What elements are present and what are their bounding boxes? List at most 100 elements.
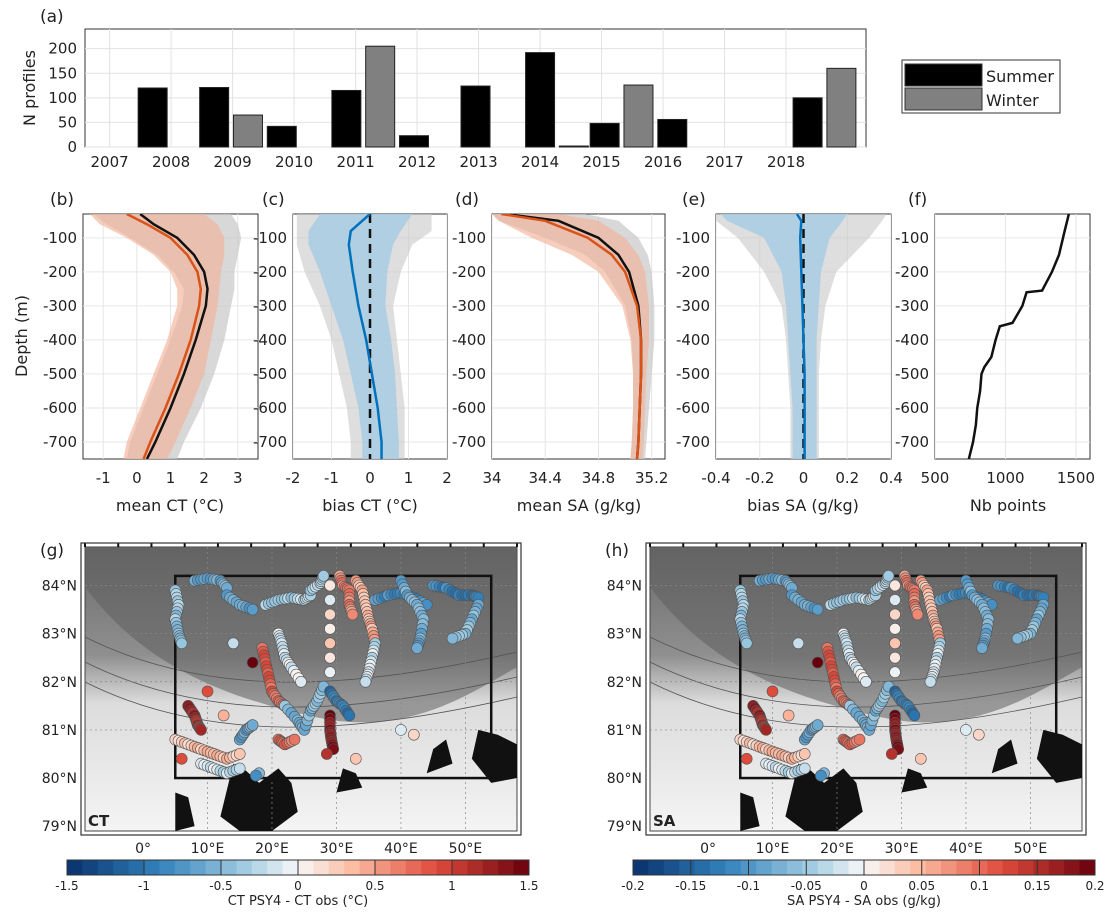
bar-winter-2015 (623, 84, 654, 148)
colorbar-cell (910, 860, 927, 875)
panel-a: (a) 0 50 100 150 200 2007 2008 2009 2010 2011 201… (20, 7, 1061, 171)
xtick-label: 35.2 (635, 469, 668, 487)
profile-point (811, 603, 824, 616)
bias-mean-line (347, 214, 383, 459)
ytick-label: 200 (48, 40, 77, 58)
bathymetry-contour (649, 681, 1083, 728)
colorbar-cell (159, 860, 176, 875)
ytick-label: -300 (253, 297, 287, 315)
colorbar-tick-label: 1 (448, 879, 456, 893)
colorbar-cell (421, 860, 438, 875)
profile-point (350, 752, 362, 765)
xtick-label: 1500 (1057, 469, 1095, 487)
panel-a-tag: (a) (40, 7, 64, 27)
lat-tick-label: 81°N (607, 723, 642, 739)
profile-point (889, 651, 901, 664)
bar-summer-2011 (399, 135, 430, 148)
profile-point (395, 724, 407, 736)
colorbar-cell (298, 860, 314, 875)
profile-point (811, 656, 824, 669)
colorbar-cell (190, 860, 207, 875)
profile-point (227, 637, 240, 650)
xtick-label: -0.2 (745, 469, 774, 487)
lat-tick-label: 83°N (607, 627, 642, 643)
lat-tick-label: 79°N (607, 819, 642, 835)
colorbar-cell (710, 860, 726, 875)
ytick-label: -700 (895, 433, 929, 451)
lon-tick-label: 0° (135, 841, 151, 857)
profile-point (324, 623, 336, 635)
xtick-label: 2010 (275, 153, 313, 171)
ytick-label: -700 (43, 433, 77, 451)
lat-tick-label: 81°N (42, 723, 77, 739)
study-area-box (739, 574, 1058, 780)
profile-point (175, 752, 188, 765)
ytick-label: -400 (253, 331, 287, 349)
profile-point (233, 748, 246, 760)
xtick-label: 500 (921, 469, 950, 487)
obs-mean-line (139, 214, 209, 459)
lon-tick-label: 10°E (191, 841, 225, 857)
panel-a-legend: Summer Winter (901, 59, 1061, 114)
xtick-label: 1 (404, 469, 414, 487)
land-mass (336, 768, 363, 793)
xtick-label: 2014 (521, 153, 559, 171)
xtick-label: 2 (199, 469, 209, 487)
colorbar-tick-label: 0.5 (365, 879, 384, 893)
xtick-label: 0.2 (835, 469, 859, 487)
model-spread-band (492, 214, 650, 459)
panel-b-ticks: -1 0 1 2 3 -100 -200 -300 -400 -500 -600 -700 (43, 229, 243, 487)
panel-e-tag: (e) (682, 190, 706, 210)
profile-point (889, 637, 901, 650)
xtick-label: -2 (286, 469, 301, 487)
colorbar-tick-label: 0.1 (970, 879, 989, 893)
colorbar-cell (679, 860, 696, 875)
colorbar-cell (113, 860, 130, 875)
panel-e-xlabel: bias SA (g/kg) (747, 496, 859, 515)
xtick-label: 2008 (152, 153, 190, 171)
panel-c-tag: (c) (262, 190, 285, 210)
profile-point (246, 656, 259, 669)
xtick-label: 2013 (459, 153, 497, 171)
panel-b: (b) -1 0 1 2 3 -100 -200 -300 -400 -500 -600 -700 m… (12, 190, 259, 515)
ytick-label: -200 (895, 263, 929, 281)
colorbar-cell (1002, 860, 1019, 875)
panel-f: (f) 500 1000 1500 -100 -200 -300 -400 -500 -600 -… (895, 190, 1095, 515)
colorbar-cell (663, 860, 680, 875)
xtick-label: 2009 (213, 153, 251, 171)
bar-summer-2012 (460, 85, 491, 148)
profile-point (766, 685, 779, 698)
ytick-label: -400 (676, 331, 710, 349)
lon-tick-label: 30°E (320, 841, 354, 857)
colorbar-tick-label: -0.1 (737, 879, 760, 893)
lat-tick-label: 80°N (42, 771, 77, 787)
profile-point (324, 579, 336, 592)
xtick-label: 1000 (986, 469, 1024, 487)
profile-point (798, 762, 811, 775)
bar-summer-2015 (589, 122, 620, 148)
profile-point (324, 594, 336, 606)
profile-point (885, 748, 898, 760)
profile-point (740, 752, 753, 765)
profile-point (346, 608, 359, 621)
xtick-label: 34.8 (582, 469, 615, 487)
colorbar-cell (1064, 860, 1081, 875)
bar-summer-2009 (266, 125, 297, 148)
panel-h-label: SA (653, 812, 676, 830)
profile-point (320, 748, 333, 760)
lat-tick-label: 82°N (42, 675, 77, 691)
profile-point (740, 637, 753, 650)
ytick-label: -200 (452, 263, 486, 281)
colorbar-cell (452, 860, 468, 875)
ytick-label: -500 (895, 365, 929, 383)
bias-mean-line (795, 214, 806, 459)
profile-point (792, 637, 805, 650)
profile-point (973, 728, 985, 741)
colorbar-cell (205, 860, 222, 875)
panel-g-label: CT (88, 812, 110, 830)
colorbar-cell (1079, 860, 1096, 875)
xtick-label: 2 (442, 469, 452, 487)
colorbar-cell (725, 860, 742, 875)
colorbar-tick-label: 0.05 (908, 879, 935, 893)
land-mass (220, 763, 298, 831)
